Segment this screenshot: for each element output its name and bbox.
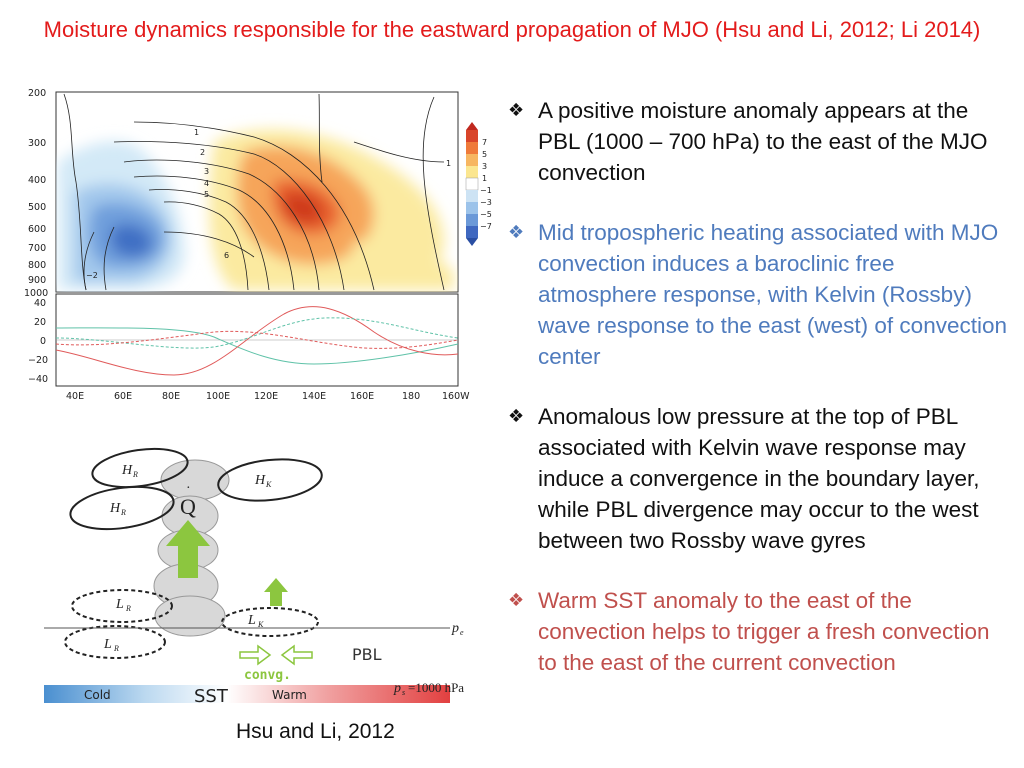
- svg-text:800: 800: [28, 260, 46, 271]
- svg-text:700: 700: [28, 243, 46, 254]
- bullet-item: ❖ Anomalous low pressure at the top of PB…: [508, 401, 1013, 556]
- svg-text:K: K: [257, 620, 264, 629]
- convective-cloud: [153, 459, 230, 637]
- svg-text:−20: −20: [28, 355, 48, 366]
- bullet-item: ❖ A positive moisture anomaly appears at …: [508, 95, 1013, 188]
- mjo-schematic-diagram: H R H K H R Q · L R L R L K p e PBL conv…: [44, 447, 464, 707]
- svg-text:L: L: [103, 637, 112, 652]
- svg-text:1: 1: [194, 128, 199, 137]
- svg-text:500: 500: [28, 202, 46, 213]
- svg-text:H: H: [109, 501, 121, 516]
- svg-text:1: 1: [482, 174, 487, 183]
- x-axis: 40E 60E 80E 100E 120E 140E 160E 180 160W: [66, 391, 470, 402]
- bullet-item: ❖ Mid tropospheric heating associated wit…: [508, 217, 1013, 372]
- diamond-bullet-icon: ❖: [508, 222, 525, 243]
- svg-text:p: p: [451, 621, 459, 636]
- cold-label: Cold: [84, 688, 111, 702]
- colorbar: 7 5 3 1 −1 −3 −5 −7: [465, 122, 492, 246]
- svg-text:180: 180: [402, 391, 420, 402]
- svg-text:−1: −1: [480, 186, 492, 195]
- svg-text:40: 40: [34, 298, 46, 309]
- svg-text:−40: −40: [28, 374, 48, 385]
- svg-text:R: R: [120, 508, 126, 517]
- slide-title: Moisture dynamics responsible for the ea…: [43, 17, 981, 42]
- svg-text:R: R: [132, 470, 138, 479]
- svg-text:5: 5: [482, 150, 487, 159]
- svg-text:600: 600: [28, 224, 46, 235]
- svg-text:0: 0: [40, 336, 46, 347]
- svg-text:400: 400: [28, 175, 46, 186]
- diamond-bullet-icon: ❖: [508, 590, 525, 611]
- svg-text:140E: 140E: [302, 391, 326, 402]
- svg-text:100E: 100E: [206, 391, 230, 402]
- warm-label: Warm: [272, 688, 307, 702]
- svg-text:120E: 120E: [254, 391, 278, 402]
- mjo-cross-section-figure: 7 5 3 1 −1 −3 −5 −7 200 300 400 500 600 …: [24, 88, 492, 402]
- svg-text:900: 900: [28, 275, 46, 286]
- svg-text:e: e: [460, 628, 464, 637]
- diamond-bullet-icon: ❖: [508, 406, 525, 427]
- sst-label: SST: [194, 686, 229, 707]
- svg-text:H: H: [121, 463, 133, 478]
- svg-text:160W: 160W: [442, 391, 470, 402]
- svg-text:R: R: [113, 644, 119, 653]
- svg-text:s: s: [402, 688, 405, 697]
- svg-text:80E: 80E: [162, 391, 180, 402]
- svg-text:20: 20: [34, 317, 46, 328]
- svg-text:200: 200: [28, 88, 46, 99]
- svg-text:L: L: [247, 613, 256, 628]
- svg-text:p: p: [393, 681, 401, 696]
- q-heating-label: Q: [180, 494, 196, 519]
- svg-text:L: L: [115, 597, 124, 612]
- svg-text:6: 6: [224, 251, 229, 260]
- svg-text:5: 5: [204, 190, 209, 199]
- bullet-item: ❖ Warm SST anomaly to the east of the con…: [508, 585, 1013, 678]
- svg-text:40E: 40E: [66, 391, 84, 402]
- svg-text:K: K: [265, 480, 272, 489]
- svg-text:60E: 60E: [114, 391, 132, 402]
- svg-text:1000: 1000: [24, 288, 48, 299]
- contour-labels: 1 2 3 4 5 6 1 −2: [86, 128, 451, 280]
- svg-text:160E: 160E: [350, 391, 374, 402]
- svg-text:R: R: [125, 604, 131, 613]
- svg-text:300: 300: [28, 138, 46, 149]
- svg-text:−3: −3: [480, 198, 492, 207]
- svg-text:2: 2: [200, 148, 205, 157]
- svg-text:7: 7: [482, 138, 487, 147]
- svg-text:−5: −5: [480, 210, 492, 219]
- svg-text:·: ·: [186, 481, 191, 496]
- svg-text:4: 4: [204, 179, 209, 188]
- convergence-label: convg.: [244, 668, 291, 683]
- bottom-panel-y-axis: 40 20 0 −20 −40: [28, 298, 48, 385]
- bullet-list: ❖ A positive moisture anomaly appears at …: [508, 95, 1013, 678]
- svg-text:1: 1: [446, 159, 451, 168]
- top-panel-y-axis: 200 300 400 500 600 700 800 900 1000: [24, 88, 48, 299]
- svg-text:3: 3: [482, 162, 487, 171]
- svg-text:−7: −7: [480, 222, 492, 231]
- figure-caption: Hsu and Li, 2012: [236, 720, 395, 743]
- svg-text:−2: −2: [86, 271, 98, 280]
- svg-text:3: 3: [204, 167, 209, 176]
- pbl-label: PBL: [352, 645, 382, 664]
- svg-text:=1000 hPa: =1000 hPa: [408, 680, 464, 695]
- diamond-bullet-icon: ❖: [508, 100, 525, 121]
- svg-text:H: H: [254, 473, 266, 488]
